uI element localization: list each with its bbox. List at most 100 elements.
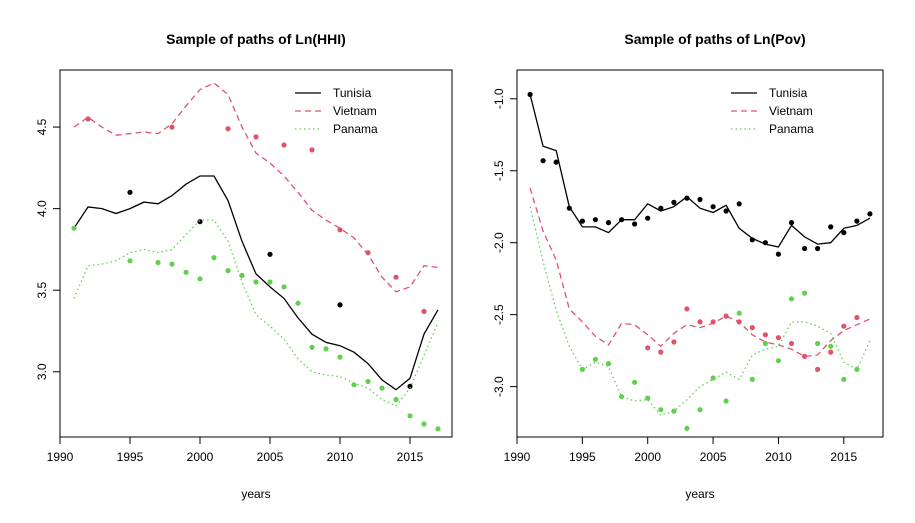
data-point-vietnam (828, 349, 834, 355)
data-point-vietnam (841, 323, 847, 329)
x-ticks-hhi: 1990 1995 2000 2005 2010 2015 (47, 437, 424, 464)
data-point-panama (183, 269, 189, 275)
data-point-tunisia (658, 205, 664, 211)
data-point-vietnam (684, 306, 690, 312)
data-point-tunisia (267, 251, 273, 257)
data-point-panama (295, 300, 301, 306)
data-point-panama (605, 361, 612, 367)
data-point-panama (815, 340, 821, 347)
data-point-vietnam (736, 319, 742, 325)
legend-label-vietnam: Vietnam (769, 104, 813, 118)
series-line-vietnam (529, 187, 871, 358)
data-point-vietnam (281, 142, 287, 148)
plot-frame-hhi (59, 69, 453, 438)
data-point-tunisia (788, 220, 795, 226)
data-point-panama (71, 225, 77, 231)
data-point-vietnam (723, 313, 729, 319)
legend-hhi: Tunisia Vietnam Panama (295, 86, 378, 136)
data-point-vietnam (225, 126, 231, 132)
data-point-tunisia (684, 195, 690, 201)
data-point-panama (197, 276, 203, 282)
chart-panel-hhi: Sample of paths of Ln(HHI) 1990 1995 2000 2… (35, 31, 453, 501)
chart-panel-pov: Sample of paths of Ln(Pov) 1990 1995 2000 2… (492, 31, 884, 501)
data-point-panama (337, 354, 343, 360)
data-point-vietnam (85, 116, 91, 122)
y-tick-label: -2.0 (492, 232, 506, 253)
data-point-vietnam (658, 349, 664, 355)
y-tick-label: 3.5 (35, 282, 49, 299)
data-point-tunisia (710, 204, 716, 210)
data-point-panama (127, 258, 133, 264)
data-point-panama (393, 396, 399, 403)
y-ticks-hhi: 3.0 3.5 4.0 4.5 (35, 118, 60, 380)
data-point-panama (592, 356, 599, 362)
series-line-tunisia (73, 175, 439, 391)
series-line-panama (73, 219, 439, 407)
data-point-vietnam (697, 319, 703, 325)
data-point-vietnam (393, 274, 399, 280)
data-point-panama (710, 375, 716, 381)
data-point-tunisia (815, 245, 821, 252)
chart-title-pov: Sample of paths of Ln(Pov) (624, 31, 805, 47)
y-tick-label: -3.0 (492, 376, 506, 397)
data-point-vietnam (337, 227, 343, 233)
data-point-tunisia (540, 158, 546, 164)
data-point-vietnam (253, 134, 259, 140)
data-point-panama (169, 261, 175, 267)
x-tick-label: 1995 (117, 450, 144, 464)
data-point-panama (155, 259, 161, 266)
data-point-tunisia (197, 219, 203, 225)
x-tick-label: 2015 (397, 450, 424, 464)
data-point-panama (854, 366, 860, 372)
data-point-panama (435, 426, 441, 432)
data-point-panama (736, 310, 742, 316)
data-point-panama (723, 398, 729, 404)
data-point-panama (775, 358, 782, 364)
series-line-tunisia (529, 94, 871, 248)
x-tick-label: 2000 (187, 450, 214, 464)
data-point-tunisia (736, 201, 742, 207)
data-point-tunisia (854, 218, 860, 224)
x-tick-label: 2000 (634, 450, 661, 464)
data-point-tunisia (867, 211, 873, 217)
data-point-panama (281, 284, 287, 290)
data-point-vietnam (421, 308, 427, 314)
data-point-vietnam (762, 332, 769, 338)
data-point-vietnam (169, 124, 175, 130)
data-point-panama (351, 382, 357, 388)
data-point-panama (841, 376, 847, 382)
chart-title-hhi: Sample of paths of Ln(HHI) (166, 31, 346, 47)
data-point-panama (802, 290, 808, 296)
data-point-tunisia (671, 199, 677, 205)
data-point-tunisia (619, 217, 625, 223)
data-point-tunisia (802, 245, 808, 252)
data-point-tunisia (605, 220, 612, 226)
data-point-vietnam (775, 335, 782, 341)
data-point-panama (421, 421, 427, 427)
x-axis-title-pov: years (685, 487, 714, 501)
data-point-vietnam (815, 366, 821, 372)
data-point-tunisia (632, 221, 638, 227)
data-point-panama (309, 344, 315, 350)
data-point-panama (749, 376, 755, 382)
data-point-vietnam (365, 250, 371, 256)
data-point-panama (828, 343, 834, 349)
data-point-panama (365, 378, 371, 385)
data-point-panama (697, 407, 703, 413)
y-tick-label: 4.0 (35, 200, 49, 217)
data-point-vietnam (802, 353, 808, 359)
y-tick-label: -1.5 (492, 160, 506, 181)
x-tick-label: 2010 (327, 450, 354, 464)
series-layer-pov (527, 91, 873, 431)
legend-label-tunisia: Tunisia (769, 86, 808, 100)
x-axis-title-hhi: years (241, 487, 270, 501)
data-point-vietnam (645, 345, 651, 351)
data-point-tunisia (828, 224, 834, 230)
legend-label-vietnam: Vietnam (333, 104, 377, 118)
data-point-panama (407, 413, 413, 419)
data-point-tunisia (697, 196, 703, 203)
data-point-panama (225, 268, 231, 274)
x-tick-label: 2005 (257, 450, 284, 464)
data-point-panama (684, 425, 690, 431)
